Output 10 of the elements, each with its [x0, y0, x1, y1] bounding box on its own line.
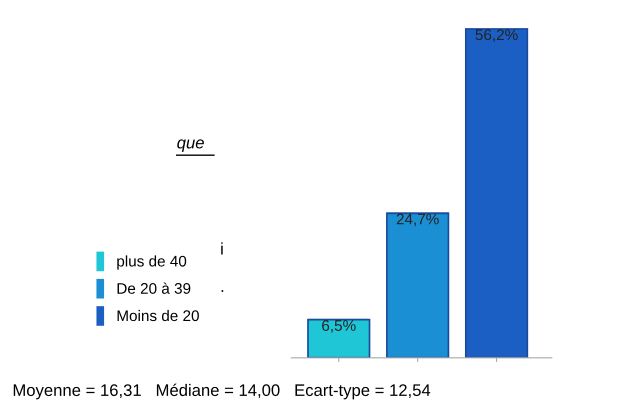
- data-label: 24,7%: [396, 214, 439, 226]
- text: .: [222, 290, 224, 292]
- data-label: 6,5%: [322, 320, 356, 333]
- text: que: [177, 139, 204, 152]
- legend-label: plus de 40: [117, 255, 186, 270]
- legend-label: Moins de 20: [118, 310, 199, 322]
- text: i: [221, 242, 223, 254]
- data-label: 56,2%: [476, 29, 518, 42]
- legend-label: De 20 à 39: [118, 282, 190, 294]
- text: Moyenne = 16,31 Médiane = 14,00 Ecart-type = 12,54: [14, 384, 430, 400]
